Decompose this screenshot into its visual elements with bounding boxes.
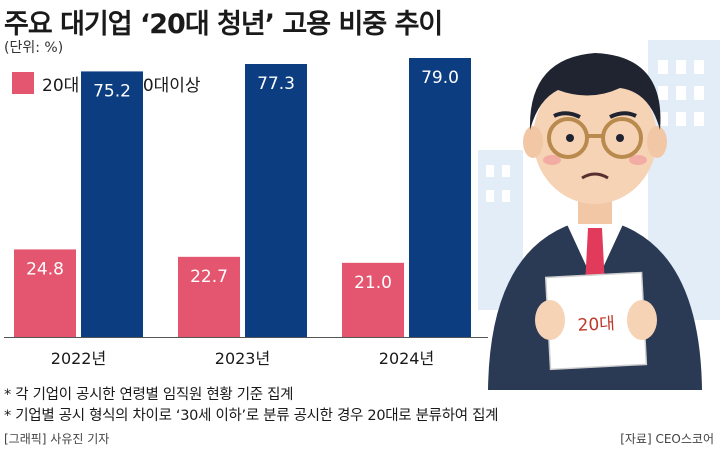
- hair: [529, 53, 661, 130]
- x-tick-label-2023년: 2023년: [215, 349, 270, 368]
- left-hand: [535, 300, 565, 340]
- bar-20s-2022년: [14, 249, 76, 337]
- right-eyebrow: [609, 111, 637, 119]
- footnote-1: * 각 기업이 공시한 연령별 임직원 현황 기준 집계: [4, 387, 294, 403]
- unit-label: (단위: %): [4, 40, 64, 56]
- footer-source: [자료] CEO스코어: [620, 432, 714, 446]
- left-eyebrow: [553, 111, 581, 119]
- bar-30s-plus-2022년: [81, 71, 143, 337]
- right-hand: [627, 300, 657, 340]
- footer-credit: [그래픽] 사유진 기자: [4, 432, 110, 446]
- data-label-30s-plus-2023년: 77.3: [257, 74, 295, 94]
- left-eye: [566, 134, 574, 142]
- legend-label-30s-plus: 30대이상: [132, 75, 201, 96]
- left-ear: [523, 126, 543, 158]
- legend-label-20s: 20대: [42, 75, 80, 96]
- data-label-20s-2024년: 21.0: [354, 273, 392, 293]
- data-label-20s-2022년: 24.8: [26, 259, 64, 279]
- bar-20s-2023년: [178, 256, 240, 337]
- right-cheek-blush: [629, 155, 647, 165]
- frowning-mouth: [581, 172, 609, 180]
- bar-30s-plus-2024년: [409, 58, 471, 337]
- data-label-30s-plus-2022년: 75.2: [93, 81, 131, 101]
- left-cheek-blush: [543, 155, 561, 165]
- chart-title: 주요 대기업 ‘20대 청년’ 고용 비중 추이: [4, 9, 443, 40]
- legend-item-20s: 20대: [12, 72, 80, 96]
- right-ear: [647, 126, 667, 158]
- bar-20s-2024년: [342, 262, 404, 337]
- x-tick-label-2024년: 2024년: [379, 349, 434, 368]
- paper-text: 20대: [577, 314, 615, 336]
- x-tick-label-2022년: 2022년: [51, 349, 106, 368]
- data-label-30s-plus-2024년: 79.0: [421, 68, 459, 88]
- data-label-20s-2023년: 22.7: [190, 267, 228, 287]
- footnote-2: * 기업별 공시 형식의 차이로 ‘30세 이하’로 분류 공시한 경우 20대…: [4, 408, 499, 424]
- right-eye: [616, 134, 624, 142]
- legend-swatch-20s: [12, 72, 34, 94]
- worried-office-worker-illustration: 20대: [478, 40, 720, 390]
- bar-30s-plus-2023년: [245, 64, 307, 338]
